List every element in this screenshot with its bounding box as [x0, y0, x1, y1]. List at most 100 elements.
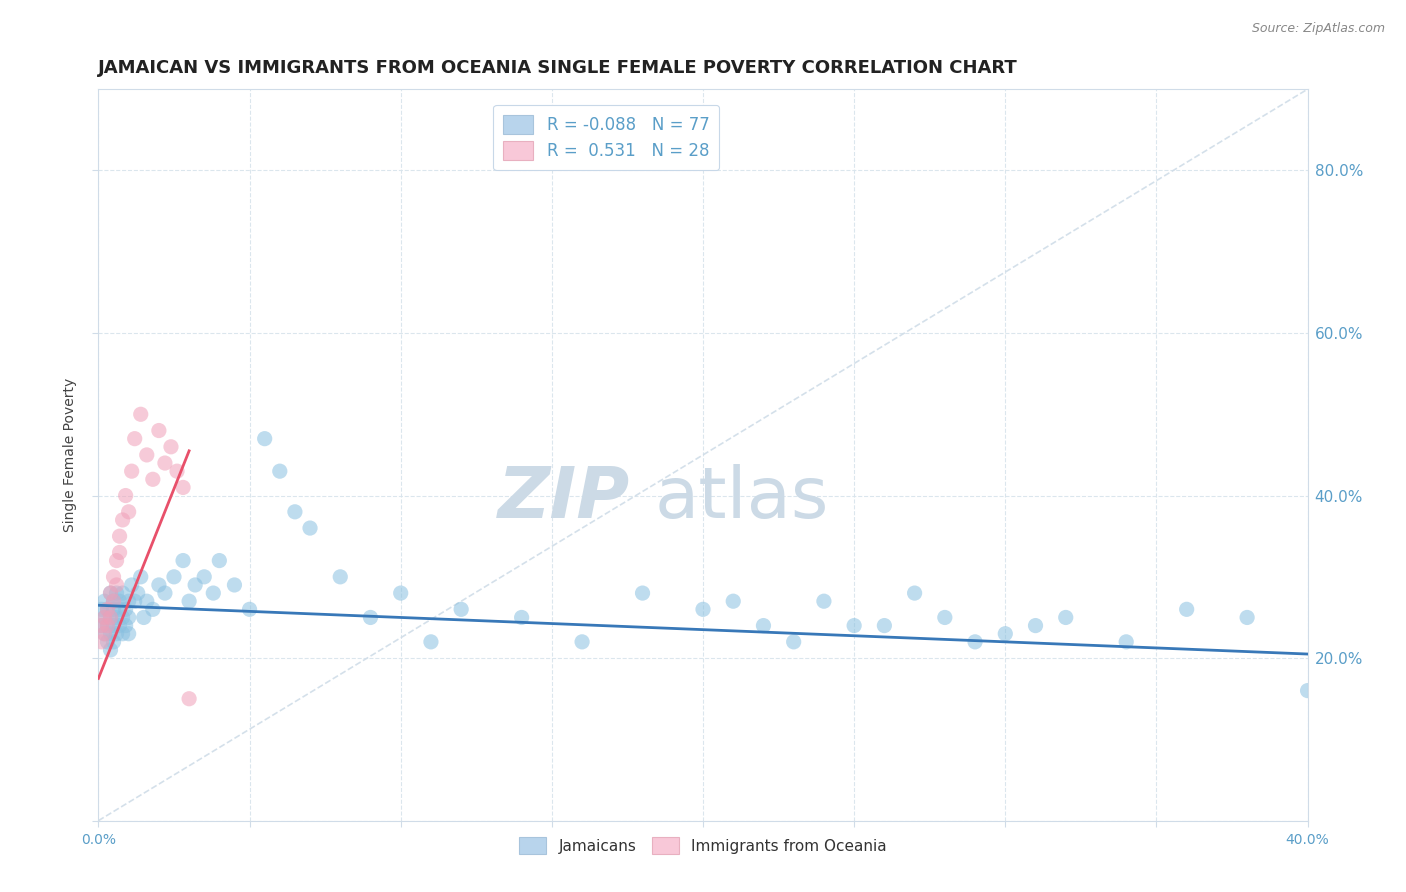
- Point: [129, 570, 152, 584]
- Text: atlas: atlas: [655, 465, 830, 533]
- Point: [129, 407, 152, 421]
- Point: [783, 635, 806, 649]
- Point: [103, 618, 125, 632]
- Point: [873, 618, 896, 632]
- Point: [90, 618, 112, 632]
- Point: [153, 586, 176, 600]
- Point: [510, 610, 533, 624]
- Point: [172, 553, 194, 567]
- Point: [1024, 618, 1046, 632]
- Point: [692, 602, 714, 616]
- Text: ZIP: ZIP: [498, 465, 630, 533]
- Point: [100, 643, 122, 657]
- Point: [108, 545, 131, 559]
- Text: Source: ZipAtlas.com: Source: ZipAtlas.com: [1251, 22, 1385, 36]
- Point: [108, 594, 131, 608]
- Point: [96, 618, 118, 632]
- Point: [124, 594, 146, 608]
- Point: [90, 635, 112, 649]
- Point: [904, 586, 927, 600]
- Point: [172, 480, 194, 494]
- Point: [135, 594, 157, 608]
- Point: [121, 578, 143, 592]
- Point: [118, 626, 141, 640]
- Point: [132, 610, 155, 624]
- Point: [389, 586, 412, 600]
- Point: [114, 618, 136, 632]
- Point: [96, 635, 118, 649]
- Point: [96, 618, 118, 632]
- Point: [135, 448, 157, 462]
- Point: [103, 570, 125, 584]
- Point: [193, 570, 215, 584]
- Point: [90, 602, 112, 616]
- Point: [571, 635, 593, 649]
- Legend: Jamaicans, Immigrants from Oceania: Jamaicans, Immigrants from Oceania: [513, 830, 893, 861]
- Point: [118, 594, 141, 608]
- Point: [100, 586, 122, 600]
- Point: [118, 610, 141, 624]
- Point: [1054, 610, 1077, 624]
- Point: [184, 578, 207, 592]
- Text: JAMAICAN VS IMMIGRANTS FROM OCEANIA SINGLE FEMALE POVERTY CORRELATION CHART: JAMAICAN VS IMMIGRANTS FROM OCEANIA SING…: [98, 59, 1018, 77]
- Point: [100, 626, 122, 640]
- Point: [111, 586, 134, 600]
- Point: [284, 505, 307, 519]
- Point: [100, 610, 122, 624]
- Point: [163, 570, 186, 584]
- Point: [148, 578, 170, 592]
- Point: [93, 610, 115, 624]
- Point: [965, 635, 987, 649]
- Point: [93, 626, 115, 640]
- Point: [111, 513, 134, 527]
- Point: [118, 505, 141, 519]
- Point: [153, 456, 176, 470]
- Point: [108, 618, 131, 632]
- Point: [105, 578, 128, 592]
- Point: [96, 602, 118, 616]
- Point: [127, 586, 149, 600]
- Point: [450, 602, 472, 616]
- Point: [108, 602, 131, 616]
- Point: [239, 602, 262, 616]
- Point: [100, 586, 122, 600]
- Point: [934, 610, 956, 624]
- Point: [813, 594, 835, 608]
- Point: [253, 432, 276, 446]
- Point: [142, 602, 165, 616]
- Point: [100, 610, 122, 624]
- Point: [1175, 602, 1198, 616]
- Point: [103, 602, 125, 616]
- Point: [103, 635, 125, 649]
- Point: [360, 610, 382, 624]
- Point: [224, 578, 246, 592]
- Point: [269, 464, 291, 478]
- Point: [148, 424, 170, 438]
- Point: [111, 626, 134, 640]
- Point: [103, 594, 125, 608]
- Point: [1236, 610, 1258, 624]
- Point: [105, 610, 128, 624]
- Point: [208, 553, 231, 567]
- Point: [93, 594, 115, 608]
- Point: [166, 464, 188, 478]
- Point: [103, 594, 125, 608]
- Point: [179, 594, 201, 608]
- Point: [844, 618, 866, 632]
- Point: [105, 553, 128, 567]
- Point: [420, 635, 443, 649]
- Point: [114, 489, 136, 503]
- Point: [108, 529, 131, 543]
- Point: [96, 602, 118, 616]
- Point: [179, 691, 201, 706]
- Point: [111, 610, 134, 624]
- Point: [105, 626, 128, 640]
- Point: [299, 521, 322, 535]
- Point: [90, 618, 112, 632]
- Point: [121, 464, 143, 478]
- Point: [1115, 635, 1137, 649]
- Point: [124, 432, 146, 446]
- Point: [202, 586, 225, 600]
- Point: [160, 440, 183, 454]
- Point: [142, 472, 165, 486]
